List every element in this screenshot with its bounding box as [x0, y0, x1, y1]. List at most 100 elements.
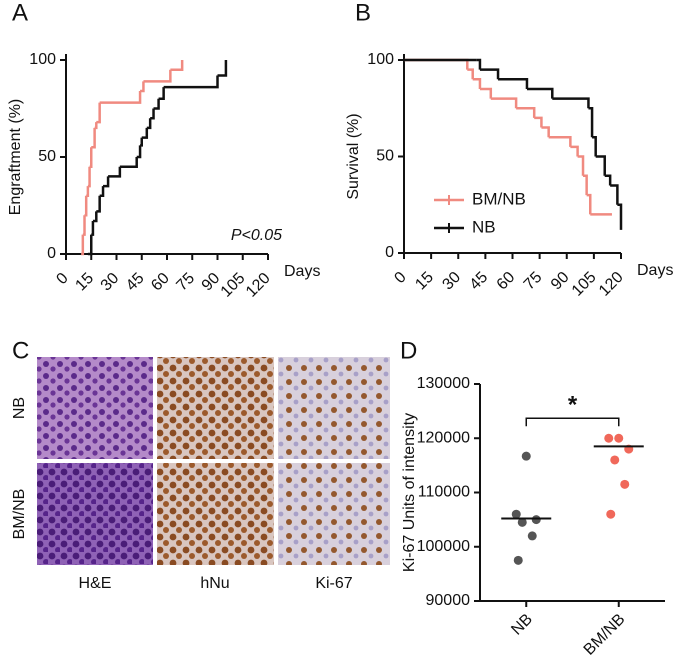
x-tick-label: 0 — [53, 270, 71, 288]
panel-label: B — [355, 0, 371, 26]
data-point — [620, 479, 630, 489]
step-segment — [150, 108, 155, 120]
step-segment — [604, 174, 612, 186]
y-tick-label: 120000 — [417, 429, 470, 446]
column-label: hNu — [200, 575, 229, 592]
step-segment — [108, 166, 122, 178]
axis-line — [403, 54, 621, 254]
x-tick-label: 60 — [494, 269, 519, 294]
data-point — [517, 517, 527, 527]
data-point — [527, 531, 537, 541]
step-segment — [548, 135, 572, 147]
x-tick-label: 45 — [467, 269, 492, 294]
step-segment — [96, 102, 101, 124]
step-segment — [498, 78, 529, 89]
step-segment — [140, 81, 145, 93]
histology-image — [37, 463, 153, 565]
step-segment — [610, 184, 619, 205]
data-point — [513, 555, 523, 565]
step-segment — [617, 203, 623, 230]
step-segment — [91, 127, 96, 149]
data-point — [521, 451, 531, 461]
step-segment — [479, 68, 500, 80]
histology-image — [37, 357, 153, 459]
x-tick-label: 90 — [548, 269, 573, 294]
step-segment — [81, 234, 85, 256]
data-point — [511, 509, 521, 519]
step-segment — [143, 69, 172, 83]
step-segment — [92, 211, 98, 223]
step-segment — [541, 126, 550, 138]
row-label: BM/NB — [11, 489, 28, 540]
legend-label: BM/NB — [472, 189, 526, 208]
y-tick-label: 90000 — [426, 592, 471, 609]
data-point — [531, 515, 541, 525]
data-point — [610, 455, 620, 465]
panel-label: D — [400, 337, 417, 364]
step-segment — [217, 60, 228, 77]
step-segment — [136, 145, 142, 159]
y-axis-label: Survival (%) — [345, 113, 362, 199]
step-segment — [82, 215, 86, 236]
axis-line — [65, 54, 268, 255]
y-axis-label: Ki-67 Units of intensity — [401, 413, 418, 572]
data-point — [604, 433, 614, 443]
annotation: * — [568, 392, 578, 419]
data-point — [614, 433, 624, 443]
column-label: Ki-67 — [315, 575, 352, 592]
step-segment — [158, 87, 165, 101]
step-segment — [595, 155, 606, 176]
x-tick-label: 75 — [173, 270, 198, 295]
step-segment — [479, 87, 493, 99]
image-grid: C NB BM/NB H&E hNu Ki-67 — [11, 337, 390, 592]
y-tick-label: 0 — [47, 245, 56, 262]
step-segment — [472, 78, 482, 89]
step-segment — [583, 174, 588, 196]
y-tick-label: 100000 — [417, 538, 470, 555]
x-tick-label: 45 — [123, 270, 148, 295]
y-tick-label: 100 — [367, 51, 394, 68]
y-tick-label: 50 — [38, 148, 56, 165]
step-segment — [170, 60, 184, 71]
y-tick-label: 110000 — [418, 484, 470, 501]
x-tick-label: 105 — [218, 270, 249, 301]
row-label: NB — [11, 397, 28, 419]
step-segment — [99, 91, 142, 104]
step-segment — [94, 122, 98, 130]
y-tick-label: 50 — [376, 148, 394, 165]
step-segment — [96, 195, 101, 213]
step-segment — [526, 87, 554, 99]
panel-label: A — [12, 0, 28, 26]
histology-image — [278, 357, 390, 459]
x-tick-label: BM/NB — [581, 611, 629, 659]
data-point — [606, 509, 616, 519]
step-segment — [490, 97, 518, 109]
x-tick-label: 60 — [148, 270, 173, 295]
step-segment — [119, 157, 138, 168]
step-segment — [586, 193, 592, 215]
histology-image — [278, 463, 390, 565]
histology-image — [157, 357, 274, 459]
annotation: P<0.05 — [231, 227, 282, 244]
step-segment — [163, 75, 219, 89]
x-axis-label: Days — [284, 263, 320, 280]
step-segment — [476, 58, 482, 70]
x-tick-label: 120 — [243, 270, 274, 301]
x-tick-label: 120 — [596, 269, 627, 300]
step-segment — [141, 127, 149, 139]
y-tick-label: 100 — [29, 51, 56, 68]
significance-bracket — [525, 417, 620, 427]
x-tick-label: 0 — [391, 269, 409, 287]
step-segment — [570, 145, 579, 157]
step-segment — [467, 68, 474, 80]
step-segment — [577, 155, 585, 176]
step-segment — [140, 137, 143, 147]
step-segment — [404, 58, 469, 70]
y-axis-label: Engraftment (%) — [7, 99, 24, 215]
x-tick-label: 30 — [439, 269, 464, 294]
step-segment — [516, 107, 536, 118]
step-segment — [89, 147, 93, 168]
step-segment — [552, 97, 590, 109]
x-tick-label: 75 — [521, 269, 546, 294]
